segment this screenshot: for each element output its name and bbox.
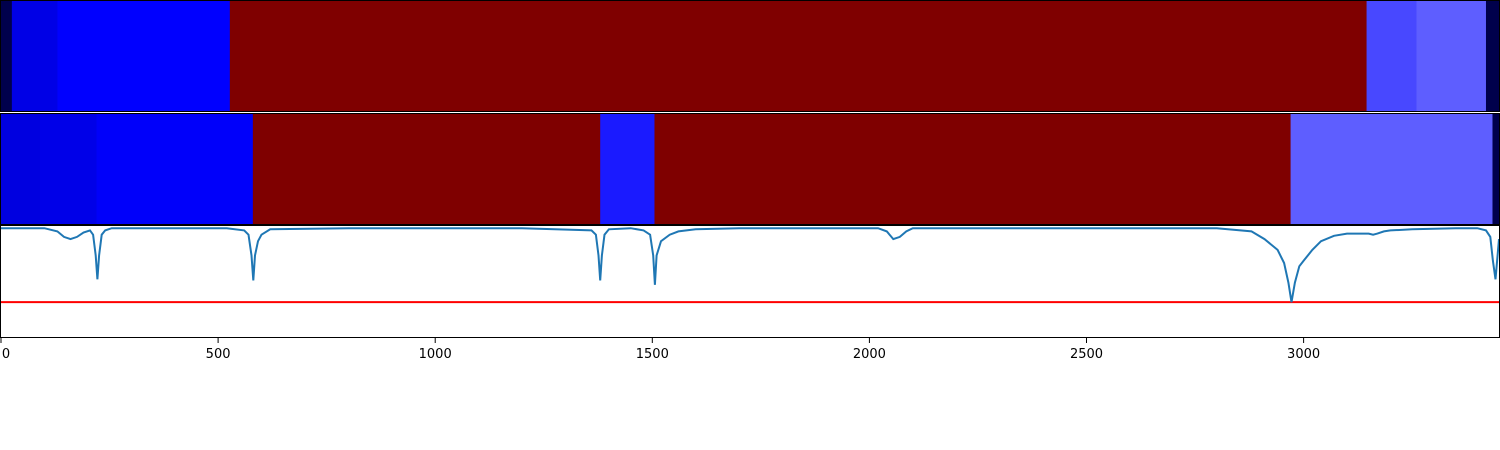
middle-heatmap-segment-5 xyxy=(654,114,1292,224)
x-tick-label-500: 500 xyxy=(206,347,231,362)
top-heatmap-segment-1 xyxy=(11,1,58,111)
x-tick-label-2000: 2000 xyxy=(853,347,886,362)
middle-heatmap-segment-1 xyxy=(40,114,98,224)
middle-heatmap-panel xyxy=(1,114,1500,224)
middle-heatmap-segment-6 xyxy=(1290,114,1493,224)
top-heatmap-segment-5 xyxy=(1416,1,1487,111)
x-tick-label-3000: 3000 xyxy=(1287,347,1320,362)
middle-heatmap-segment-7 xyxy=(1492,114,1500,224)
x-tick-label-1500: 1500 xyxy=(636,347,669,362)
x-tick-label-0: 0 xyxy=(2,347,10,362)
middle-heatmap-segment-2 xyxy=(96,114,254,224)
top-heatmap-segment-4 xyxy=(1366,1,1418,111)
top-heatmap-panel xyxy=(1,1,1500,111)
series-line xyxy=(1,227,1500,303)
top-heatmap-segment-2 xyxy=(57,1,231,111)
middle-heatmap-segment-0 xyxy=(1,114,41,224)
x-tick-label-2500: 2500 xyxy=(1070,347,1103,362)
middle-heatmap-segment-4 xyxy=(600,114,655,224)
bottom-line-panel xyxy=(1,227,1500,304)
top-heatmap-segment-0 xyxy=(1,1,13,111)
top-heatmap-segment-6 xyxy=(1485,1,1500,111)
middle-heatmap-segment-3 xyxy=(252,114,601,224)
bottom-panel-frame xyxy=(0,225,1500,338)
top-heatmap-segment-3 xyxy=(229,1,1368,111)
x-axis: 0 500 1000 1500 2000 2500 3000 xyxy=(0,338,1320,362)
x-tick-label-1000: 1000 xyxy=(419,347,452,362)
